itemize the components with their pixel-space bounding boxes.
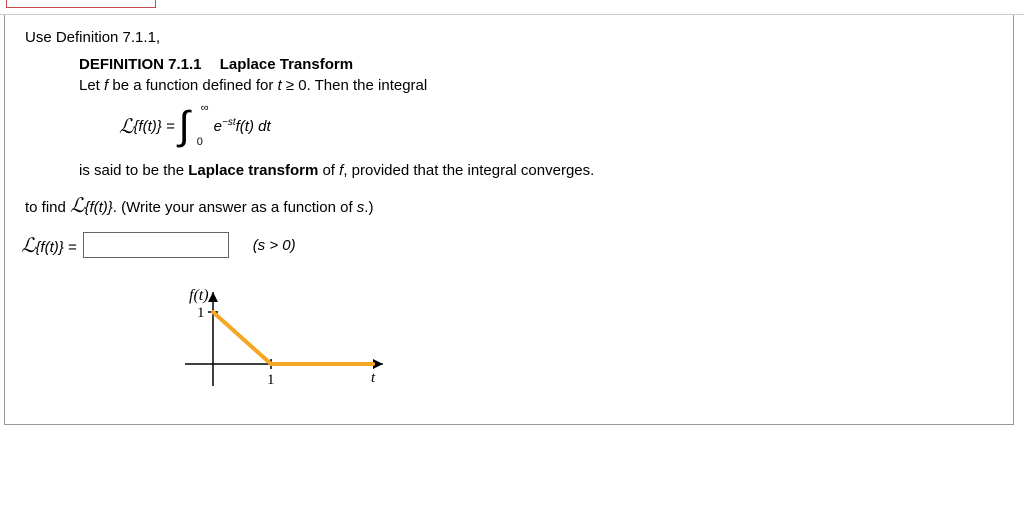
svg-text:1: 1 — [267, 372, 275, 388]
laplace-equation: ℒ{f(t)} = ∫ ∞ 0 e−stf(t) dt — [119, 106, 993, 146]
answer-lhs: ℒ{f(t)} = — [21, 233, 77, 258]
var-e: e — [214, 118, 222, 135]
graph-svg: f(t) t 1 1 — [165, 272, 395, 402]
lf: {f(t)} — [84, 199, 112, 216]
script-l-icon: ℒ — [119, 114, 133, 139]
question-content: Use Definition 7.1.1, DEFINITION 7.1.1 L… — [4, 15, 1014, 425]
definition-line: Let f be a function defined for t ≥ 0. T… — [79, 77, 993, 94]
text: to find — [25, 199, 70, 216]
script-l-icon: ℒ — [70, 195, 84, 217]
text: is said to be the — [79, 162, 188, 179]
definition-closing: is said to be the Laplace transform of f… — [79, 162, 993, 179]
upper-limit: ∞ — [201, 102, 209, 114]
definition-block: DEFINITION 7.1.1 Laplace Transform Let f… — [79, 56, 993, 179]
definition-title: Laplace Transform — [220, 56, 353, 73]
svg-text:1: 1 — [197, 305, 205, 321]
integral-icon: ∫ ∞ 0 — [179, 106, 190, 146]
svg-text:t: t — [371, 370, 376, 386]
text: ≥ 0. Then the integral — [282, 77, 428, 94]
text: .) — [364, 199, 373, 216]
answer-condition: (s > 0) — [253, 237, 296, 254]
dt: dt — [254, 118, 271, 135]
script-l-icon: ℒ — [21, 235, 35, 257]
answer-input[interactable] — [83, 232, 229, 258]
text: of — [318, 162, 339, 179]
definition-heading: DEFINITION 7.1.1 Laplace Transform — [79, 56, 993, 73]
definition-number: DEFINITION 7.1.1 — [79, 56, 202, 73]
f-of-t: f(t) — [236, 118, 254, 135]
integrand: e−stf(t) dt — [214, 117, 271, 135]
text: Let — [79, 77, 104, 94]
text: , provided that the integral converges. — [343, 162, 594, 179]
term-laplace: Laplace transform — [188, 162, 318, 179]
var-st: st — [228, 117, 236, 128]
text: . (Write your answer as a function of — [113, 199, 357, 216]
intro-text: Use Definition 7.1.1, — [25, 29, 993, 46]
lhs-text: {f(t)} = — [35, 239, 76, 256]
lower-limit: 0 — [197, 136, 203, 148]
graph: f(t) t 1 1 — [165, 272, 993, 406]
text: (t) — [143, 118, 157, 135]
tab-indicator — [6, 0, 156, 8]
text: } = — [157, 118, 175, 135]
answer-row: ℒ{f(t)} = (s > 0) — [21, 232, 993, 258]
svg-text:f(t): f(t) — [189, 287, 209, 304]
text: be a function defined for — [108, 77, 277, 94]
find-instruction: to find ℒ{f(t)}. (Write your answer as a… — [25, 193, 993, 218]
